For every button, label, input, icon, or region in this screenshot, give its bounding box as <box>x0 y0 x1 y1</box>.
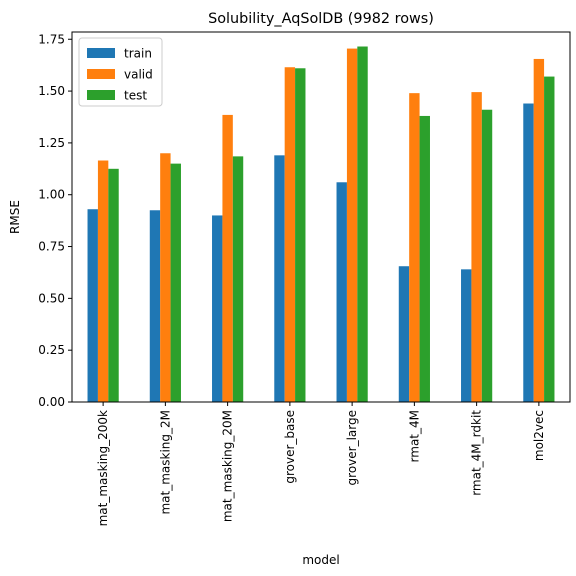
legend-swatch-train <box>87 48 115 58</box>
bar-train-mat_masking_2M <box>149 210 161 402</box>
bar-train-mat_masking_200k <box>87 209 98 402</box>
y-tick-label: 1.50 <box>38 84 65 98</box>
x-tick-label: mat_masking_200k <box>96 410 110 526</box>
x-tick-label: mol2vec <box>532 410 546 461</box>
y-tick-label: 0.50 <box>38 291 65 305</box>
bar-test-mat_masking_2M <box>170 163 181 402</box>
bar-test-rmat_4M_rdkit <box>481 109 493 403</box>
y-tick-label: 0.00 <box>38 395 65 409</box>
bar-valid-rmat_4M_rdkit <box>471 92 482 402</box>
legend-label-valid: valid <box>124 68 153 82</box>
bar-train-rmat_4M_rdkit <box>461 269 472 402</box>
bar-valid-grover_large <box>346 48 358 402</box>
y-axis-title: RMSE <box>8 200 22 234</box>
bar-valid-mol2vec <box>533 58 545 402</box>
bar-valid-mat_masking_200k <box>97 160 109 402</box>
x-tick-label: grover_base <box>283 410 297 484</box>
y-tick-label: 1.25 <box>38 136 65 150</box>
bar-train-rmat_4M <box>398 266 410 402</box>
bar-test-mat_masking_20M <box>232 156 244 402</box>
bar-train-mat_masking_20M <box>212 215 223 402</box>
bar-train-grover_base <box>274 155 285 402</box>
bar-valid-grover_base <box>284 67 296 402</box>
legend-swatch-test <box>87 90 115 100</box>
bar-valid-rmat_4M <box>409 93 420 402</box>
bar-train-grover_large <box>336 182 347 402</box>
x-tick-label: mat_masking_20M <box>221 410 235 522</box>
bars-group <box>87 46 555 403</box>
y-axis-ticks: 0.00 0.25 0.50 0.75 1.00 1.25 1.50 1.75 <box>38 32 72 409</box>
bar-test-mat_masking_200k <box>108 168 119 402</box>
legend: train valid test <box>78 37 163 107</box>
legend-swatch-valid <box>87 69 115 79</box>
bar-test-grover_base <box>295 68 306 403</box>
y-tick-label: 0.75 <box>38 240 65 254</box>
bar-valid-mat_masking_20M <box>222 114 233 403</box>
x-axis-title: model <box>302 553 339 567</box>
x-tick-label: rmat_4M <box>407 410 421 462</box>
bar-valid-mat_masking_2M <box>160 153 171 402</box>
bar-test-grover_large <box>357 46 368 403</box>
legend-label-test: test <box>124 89 147 103</box>
x-axis-ticks: mat_masking_200k mat_masking_2M mat_maskin… <box>96 402 546 526</box>
y-tick-label: 0.25 <box>38 343 65 357</box>
y-tick-label: 1.75 <box>38 32 65 46</box>
x-tick-label: rmat_4M_rdkit <box>470 410 484 496</box>
legend-label-train: train <box>124 47 152 61</box>
bar-train-mol2vec <box>523 103 534 402</box>
x-tick-label: mat_masking_2M <box>158 410 172 515</box>
plot-frame <box>71 31 571 403</box>
x-tick-label: grover_large <box>345 410 359 485</box>
bar-test-mol2vec <box>544 76 555 402</box>
bar-test-rmat_4M <box>419 115 430 402</box>
chart-title: Solubility_AqSolDB (9982 rows) <box>208 11 434 27</box>
y-tick-label: 1.00 <box>38 188 65 202</box>
